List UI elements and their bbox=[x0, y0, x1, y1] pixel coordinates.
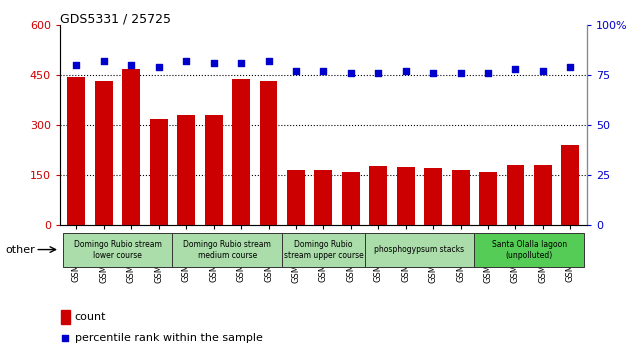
Bar bbox=[122, 69, 140, 225]
FancyBboxPatch shape bbox=[62, 233, 172, 267]
Point bbox=[366, 238, 376, 244]
Point bbox=[373, 70, 383, 76]
Text: Domingo Rubio stream
medium course: Domingo Rubio stream medium course bbox=[184, 240, 271, 259]
Bar bbox=[507, 165, 524, 225]
FancyBboxPatch shape bbox=[475, 233, 584, 267]
FancyBboxPatch shape bbox=[365, 233, 475, 267]
Text: Santa Olalla lagoon
(unpolluted): Santa Olalla lagoon (unpolluted) bbox=[492, 240, 567, 259]
Point bbox=[236, 60, 246, 65]
Bar bbox=[150, 119, 168, 225]
Bar bbox=[424, 168, 442, 225]
Bar bbox=[204, 115, 223, 225]
Point bbox=[510, 66, 521, 72]
Point bbox=[99, 58, 109, 64]
Bar bbox=[232, 79, 250, 225]
Point bbox=[401, 68, 411, 74]
Point bbox=[318, 68, 328, 74]
Point bbox=[291, 68, 301, 74]
Bar bbox=[95, 81, 113, 225]
Point bbox=[181, 58, 191, 64]
FancyBboxPatch shape bbox=[172, 233, 282, 267]
Point bbox=[154, 64, 164, 70]
FancyBboxPatch shape bbox=[282, 233, 365, 267]
Bar bbox=[342, 172, 360, 225]
Point bbox=[428, 70, 438, 76]
Point bbox=[126, 62, 136, 68]
Point bbox=[346, 70, 356, 76]
Text: percentile rank within the sample: percentile rank within the sample bbox=[74, 332, 262, 343]
Bar bbox=[397, 167, 415, 225]
Text: count: count bbox=[74, 312, 106, 322]
Bar bbox=[287, 170, 305, 225]
Text: phosphogypsum stacks: phosphogypsum stacks bbox=[374, 245, 464, 254]
Point bbox=[538, 68, 548, 74]
Bar bbox=[314, 171, 333, 225]
Text: other: other bbox=[5, 245, 35, 255]
Point bbox=[456, 70, 466, 76]
Point bbox=[483, 70, 493, 76]
Text: Domingo Rubio
stream upper course: Domingo Rubio stream upper course bbox=[283, 240, 363, 259]
Bar bbox=[259, 81, 278, 225]
Bar bbox=[479, 172, 497, 225]
Text: Domingo Rubio stream
lower course: Domingo Rubio stream lower course bbox=[74, 240, 162, 259]
Bar bbox=[177, 115, 195, 225]
Text: GDS5331 / 25725: GDS5331 / 25725 bbox=[60, 12, 171, 25]
Bar bbox=[369, 166, 387, 225]
Point bbox=[565, 64, 575, 70]
Point bbox=[209, 60, 219, 65]
Point bbox=[264, 58, 274, 64]
Point bbox=[71, 62, 81, 68]
Bar bbox=[562, 145, 579, 225]
Bar bbox=[68, 78, 85, 225]
Bar bbox=[61, 310, 71, 324]
Bar bbox=[452, 171, 469, 225]
Bar bbox=[534, 165, 552, 225]
